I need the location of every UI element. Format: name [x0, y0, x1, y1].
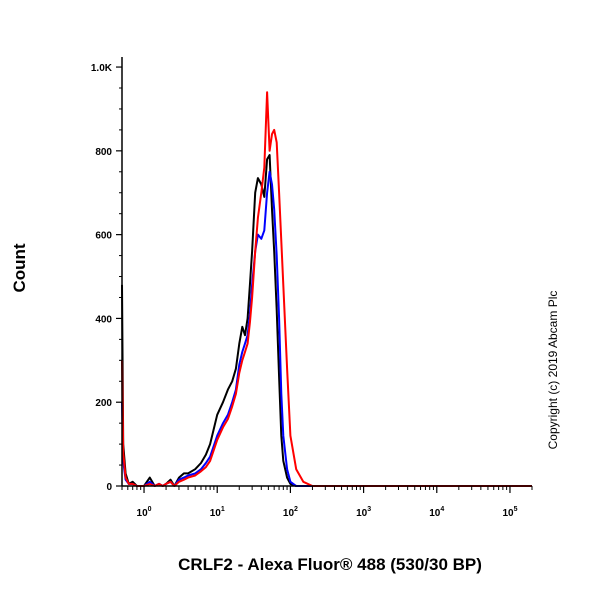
x-axis-ticks: 100 101 102 103 104 105 [121, 486, 533, 519]
y-tick-label: 400 [95, 314, 112, 325]
series-layer [121, 91, 532, 487]
y-tick-label: 200 [95, 398, 112, 409]
x-axis-title: CRLF2 - Alexa Fluor® 488 (530/30 BP) [178, 555, 482, 574]
x-tick-label: 102 [283, 506, 298, 519]
x-tick-label: 100 [137, 506, 152, 519]
histogram-series-3 [121, 91, 532, 487]
y-tick-label: 600 [95, 231, 112, 242]
x-tick-label: 105 [502, 506, 517, 519]
y-tick-label: 1.0K [91, 63, 113, 74]
histogram-series-1 [121, 154, 532, 487]
copyright-notice: Copyright (c) 2019 Abcam Plc [546, 291, 560, 450]
histogram-series-2 [121, 170, 532, 487]
x-tick-label: 103 [356, 506, 371, 519]
x-tick-label: 104 [429, 506, 444, 519]
y-axis-title: Count [10, 243, 29, 292]
y-tick-label: 0 [106, 482, 112, 493]
x-tick-label: 101 [210, 506, 225, 519]
y-axis-ticks: 0 200 400 600 800 1.0K [91, 63, 122, 493]
y-tick-label: 800 [95, 147, 112, 158]
